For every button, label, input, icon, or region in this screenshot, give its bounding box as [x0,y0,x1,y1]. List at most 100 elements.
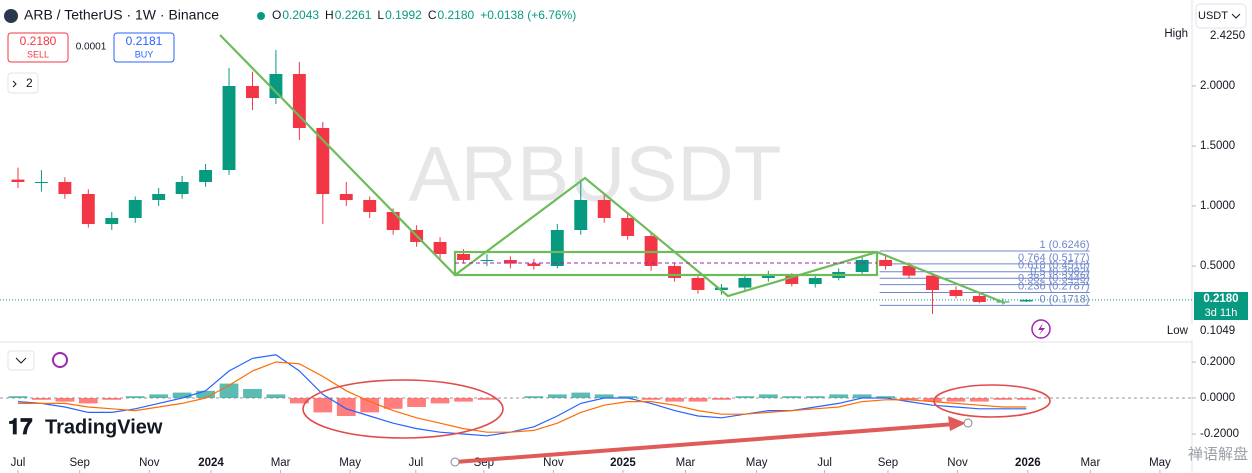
candle-body [246,86,259,99]
low-value: 0.1049 [1200,325,1235,337]
alert-bolt [1038,323,1045,335]
sell-label: SELL [27,49,49,59]
macd-histogram [243,388,262,398]
macd-histogram [618,396,638,398]
macd-histogram [641,397,661,400]
signal-line [18,361,1027,433]
candle-body [785,275,799,284]
arrow-handle [450,457,460,467]
macd-histogram [594,394,614,398]
chevron [15,357,27,364]
trend-lines [219,34,1006,305]
macd-histogram [336,397,356,416]
y-tick-label: 1.5000 [1200,140,1235,152]
candle-body [691,277,705,290]
candle-body [339,193,353,200]
macd-histogram [125,396,145,398]
highlight-ellipse [933,384,1051,418]
macd-histogram [407,397,426,407]
ohlc: O 0.2043 H 0.2261 L 0.1992 C 0.2180 [272,8,475,22]
macd-histogram [289,397,309,404]
candle-body [761,275,775,278]
ohlc-key: H [325,8,334,22]
macd-histogram [313,397,333,413]
candle-body [902,265,916,276]
y-tick-label: 0.5000 [1200,260,1235,272]
buy-button[interactable] [113,32,175,63]
macd-histogram [665,397,684,402]
spread: 0.0001 [76,42,107,53]
refresh-icon[interactable] [52,352,68,368]
candle-body [199,170,213,183]
candle-body [574,199,588,230]
candle-body [316,128,330,194]
y-tick-label: 1.0000 [1200,200,1235,212]
currency-button[interactable] [1195,3,1247,29]
brand: TradingView [45,416,163,438]
sell-price: 0.2180 [20,34,57,48]
macd-histogram [172,392,192,398]
candle-body [152,193,166,200]
candle-body [386,211,400,230]
candle-body [1019,299,1033,302]
ohlc-value: 0.2180 [437,8,474,22]
pane-toggle[interactable] [7,350,35,371]
x-tick-label: Jul [408,457,423,469]
macd-histogram [876,396,895,398]
candle-body [457,253,470,260]
macd-histogram [993,397,1013,400]
market-status [257,12,265,20]
highlight-ellipse [302,379,504,439]
x-tick-label: Mar [676,457,696,469]
macd-histogram [477,397,497,400]
indicator-toggle[interactable] [7,72,39,94]
macd-histogram [829,394,849,398]
macd-histogram [524,396,544,398]
candle-body [81,193,95,224]
last-price: 0.2180 [1203,293,1238,305]
fib-label: 0.764 (0.5177) [1018,252,1090,264]
x-tick-label: 2025 [610,457,636,469]
x-tick-label: Jul [817,457,832,469]
high-tag [1160,28,1190,40]
macd-histogram [430,397,450,404]
macd-histogram [782,396,802,398]
alert-icon[interactable] [1031,319,1051,339]
macd-histogram [1016,397,1036,400]
candle-body [715,287,728,290]
x-tick-label: Mar [271,457,291,469]
currency: USDT [1198,10,1228,22]
y-tick-label: 0.2000 [1200,356,1235,368]
candle-body [926,275,939,290]
symbol-icon [4,9,18,23]
candle-body [972,295,986,302]
candle-body [503,259,517,264]
fib-label: 0.236 (0.2787) [1018,280,1090,292]
x-tick-label: Sep [878,457,898,469]
macd-histogram [383,397,403,409]
y-tick-label: 0.0000 [1200,392,1235,404]
arrow-handle [963,418,973,428]
candle-body [949,289,963,296]
x-tick-label: Nov [947,457,968,469]
candle-body [480,259,494,261]
macd-histogram [735,396,755,398]
candle-body [128,199,142,218]
footer-watermark: 禅语解盘 [1188,445,1248,463]
macd-histogram [454,397,473,402]
last-price-tag [1194,292,1248,320]
ohlc-key: L [377,8,384,22]
buy-price: 0.2181 [126,34,163,48]
macd-histogram [149,394,169,398]
candle-body [363,199,377,212]
arrow-head [948,416,966,431]
fib-label: 0.382 (0.3448) [1018,273,1090,285]
logo-mark: 𝟏𝟕 [8,414,33,439]
ohlc-value: 0.2043 [282,8,319,22]
candle-body [175,182,189,194]
x-tick-label: Jul [11,457,26,469]
sell-button[interactable] [7,32,69,63]
symbol-title: ARB / TetherUS · 1W · Binance [24,7,219,23]
fib-label: 0 (0.1718) [1039,293,1089,305]
ohlc-key: C [428,8,437,22]
